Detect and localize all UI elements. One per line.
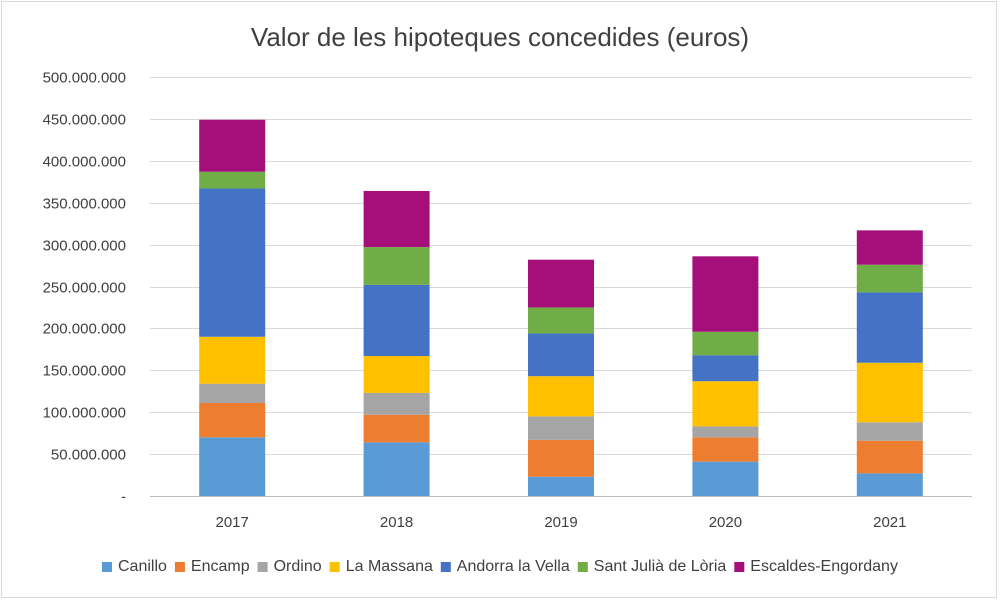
y-tick-label: 100.000.000: [43, 405, 126, 422]
bar-segment: [692, 437, 759, 462]
bar-segment: [363, 284, 430, 357]
bar-segment: [692, 331, 759, 356]
legend-label: Canillo: [118, 558, 167, 575]
x-tick-label: 2020: [709, 514, 742, 531]
legend-swatch: [174, 562, 185, 572]
legend-item: Sant Julià de Lòria: [577, 558, 727, 575]
legend-item: Andorra la Vella: [440, 558, 570, 575]
legend-label: Andorra la Vella: [457, 558, 570, 575]
bar-segment: [856, 362, 923, 423]
x-tick-label: 2018: [380, 514, 413, 531]
x-tick-label: 2017: [216, 514, 249, 531]
legend-swatch: [577, 562, 588, 572]
bar-segment: [692, 355, 759, 382]
bar-segment: [199, 171, 266, 189]
bar-segment: [363, 247, 430, 285]
y-tick-label: 150.000.000: [43, 363, 126, 380]
chart-title: Valor de les hipoteques concedides (euro…: [251, 22, 749, 52]
legend: Canillo Encamp Ordino La Massana Andorra la …: [102, 558, 898, 575]
bar-segment: [199, 402, 266, 438]
bar-segment: [856, 230, 923, 265]
bar-segment: [528, 476, 594, 496]
bar-segment: [199, 383, 266, 403]
y-axis: - 50.000.000 100.000.000 150.000.000 200.000…: [43, 70, 126, 506]
legend-item: Ordino: [257, 558, 322, 575]
x-tick-label: 2021: [873, 514, 906, 531]
y-tick-label: 350.000.000: [43, 196, 126, 213]
bar-segment: [363, 392, 430, 415]
y-tick-label: 50.000.000: [51, 447, 126, 464]
bar-segment: [363, 356, 430, 393]
y-tick-label: -: [121, 489, 126, 506]
y-tick-label: 200.000.000: [43, 321, 126, 338]
bar-segment: [363, 414, 430, 443]
bar-segment: [528, 416, 594, 440]
legend-item: Canillo: [102, 558, 167, 575]
bar-segment: [199, 437, 266, 496]
bar-segment: [528, 376, 594, 417]
legend-label: Sant Julià de Lòria: [594, 558, 727, 575]
bar-segment: [528, 333, 594, 377]
bar-segment: [692, 381, 759, 427]
legend-swatch: [329, 562, 340, 572]
bar-segment: [528, 259, 594, 308]
bar-segment: [199, 188, 266, 337]
bar-segment: [528, 307, 594, 334]
y-tick-label: 400.000.000: [43, 154, 126, 171]
legend-item: La Massana: [329, 558, 433, 575]
bar-segment: [692, 256, 759, 332]
legend-swatch: [734, 562, 745, 572]
bar-segment: [692, 426, 759, 438]
x-tick-label: 2019: [544, 514, 577, 531]
bar-segment: [856, 264, 923, 293]
bar-segment: [363, 190, 430, 248]
bar-segment: [856, 473, 923, 496]
bar-segment: [692, 461, 759, 496]
bars: [199, 119, 923, 496]
y-tick-label: 300.000.000: [43, 238, 126, 255]
bar-segment: [856, 422, 923, 441]
bar-segment: [856, 292, 923, 363]
bar-segment: [199, 336, 266, 384]
legend-label: Escaldes-Engordany: [750, 558, 898, 575]
legend-swatch: [102, 562, 112, 572]
bar-segment: [363, 442, 430, 496]
legend-label: Encamp: [191, 558, 250, 575]
bar-segment: [199, 119, 266, 172]
bar-segment: [856, 440, 923, 474]
legend-swatch: [440, 562, 451, 572]
legend-label: La Massana: [346, 558, 433, 575]
y-tick-label: 450.000.000: [43, 112, 126, 129]
legend-item: Escaldes-Engordany: [734, 558, 898, 575]
y-tick-label: 250.000.000: [43, 280, 126, 297]
legend-swatch: [257, 562, 268, 572]
x-axis: 2017 2018 2019 2020 2021: [216, 514, 907, 531]
legend-item: Encamp: [174, 558, 250, 575]
y-tick-label: 500.000.000: [43, 70, 126, 87]
gridlines: [150, 77, 972, 497]
legend-label: Ordino: [274, 558, 322, 575]
bar-segment: [528, 439, 594, 477]
